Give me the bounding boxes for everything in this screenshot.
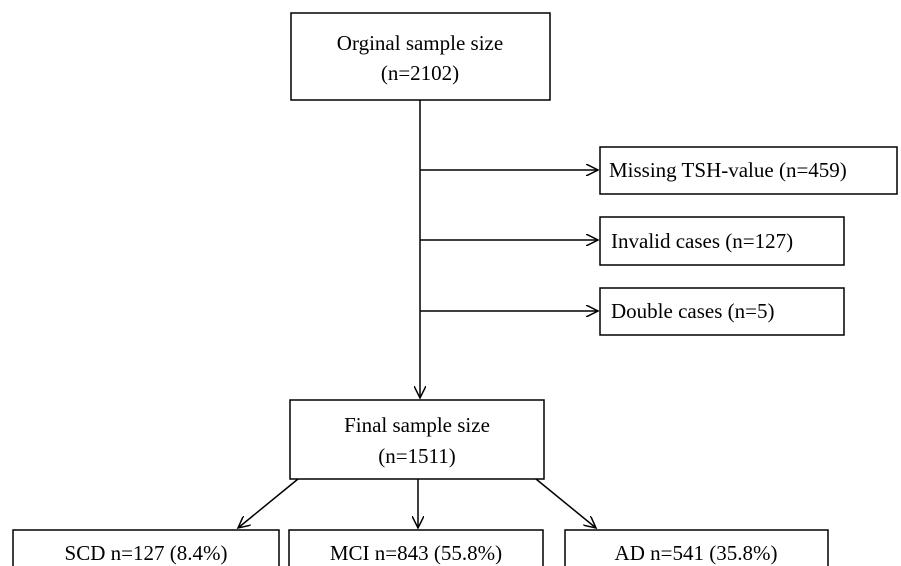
mci-label: MCI n=843 (55.8%) (330, 541, 502, 565)
final-sample-label: Final sample size (344, 413, 490, 437)
final-sample-node: Final sample size (n=1511) (289, 399, 545, 480)
scd-label: SCD n=127 (8.4%) (65, 541, 228, 565)
double-cases-label: Double cases (n=5) (611, 299, 774, 323)
invalid-cases-box (599, 216, 845, 266)
original-sample-node: Orginal sample size (n=2102) (290, 12, 551, 101)
scd-box (12, 529, 280, 566)
mci-box (288, 529, 544, 566)
ad-label: AD n=541 (35.8%) (615, 541, 778, 565)
mci-node: MCI n=843 (55.8%) (288, 529, 544, 566)
invalid-cases-label: Invalid cases (n=127) (611, 229, 793, 253)
missing-tsh-box (599, 146, 898, 195)
missing-tsh-node: Missing TSH-value (n=459) (599, 146, 898, 195)
double-cases-node: Double cases (n=5) (599, 287, 845, 336)
final-sample-count: (n=1511) (378, 444, 456, 468)
scd-node: SCD n=127 (8.4%) (12, 529, 280, 566)
double-cases-box (599, 287, 845, 336)
ad-arrow (535, 478, 596, 528)
ad-node: AD n=541 (35.8%) (564, 529, 829, 566)
invalid-cases-node: Invalid cases (n=127) (599, 216, 845, 266)
original-sample-label: Orginal sample size (337, 31, 503, 55)
scd-arrow (238, 478, 299, 528)
original-sample-count: (n=2102) (381, 61, 459, 85)
final-sample-box (289, 399, 545, 480)
original-sample-box (290, 12, 551, 101)
ad-box (564, 529, 829, 566)
missing-tsh-label: Missing TSH-value (n=459) (609, 158, 847, 182)
